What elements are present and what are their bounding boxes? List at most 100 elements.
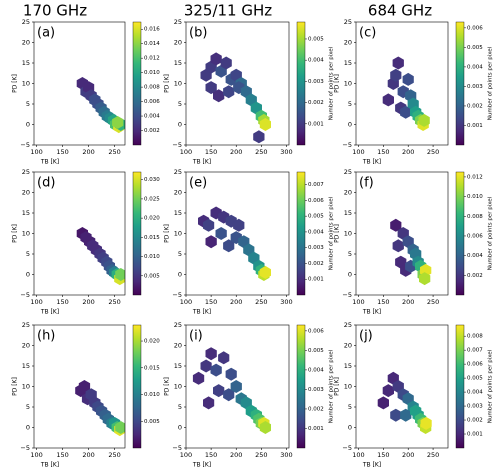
plot-area — [76, 227, 125, 286]
x-tick-label: 250 — [108, 451, 120, 459]
hexbin — [223, 85, 235, 99]
y-tick-label: 25 — [174, 321, 182, 329]
hexbin — [233, 218, 245, 232]
hexbin — [400, 105, 412, 119]
y-tick-label: 5 — [348, 403, 352, 411]
y-tick-label: 5 — [26, 403, 30, 411]
y-tick-label: 15 — [22, 209, 30, 217]
x-tick-label: 200 — [402, 148, 414, 156]
y-tick-label: 20 — [174, 189, 182, 197]
colorbar-tick-label: 0.004 — [467, 390, 483, 396]
hexbin — [115, 421, 125, 434]
plot-area — [200, 52, 271, 144]
x-axis-label: TB [K] — [362, 462, 381, 469]
y-tick-label: 15 — [344, 59, 352, 67]
y-tick-label: 5 — [348, 100, 352, 108]
x-axis-label: TB [K] — [192, 159, 211, 166]
y-tick-label: 10 — [344, 383, 352, 391]
colorbar-tick-label: 0.006 — [467, 362, 483, 368]
hexbin — [192, 371, 205, 385]
hexbin — [215, 227, 227, 240]
panel-label: (d) — [37, 176, 55, 191]
y-tick-label: −5 — [20, 291, 30, 299]
y-tick-label: −5 — [20, 444, 30, 452]
colorbar-tick-label: 0.012 — [144, 56, 160, 62]
colorbar-label: Number of points per pixel — [488, 349, 494, 423]
colorbar-tick-label: 0.005 — [308, 36, 324, 42]
hexbin — [205, 347, 217, 361]
panel-label: (e) — [189, 176, 207, 191]
y-tick-label: 10 — [344, 230, 352, 238]
x-tick-label: 200 — [82, 451, 94, 459]
y-tick-label: 20 — [174, 342, 182, 350]
y-tick-label: 15 — [344, 209, 352, 217]
colorbar-tick-label: 0.001 — [308, 277, 324, 283]
colorbar-tick-label: 0.006 — [308, 198, 324, 204]
plot-area — [198, 206, 271, 281]
colorbar-tick-label: 0.030 — [144, 177, 160, 183]
x-axis-label: TB [K] — [40, 462, 59, 469]
colorbar-label: Number of points per pixel — [329, 46, 335, 120]
plot-area — [390, 218, 432, 286]
x-tick-label: 250 — [255, 451, 267, 459]
y-tick-label: 20 — [22, 189, 30, 197]
colorbar-tick-label: 0.008 — [144, 85, 160, 91]
x-axis-label: TB [K] — [40, 309, 59, 316]
colorbar — [132, 171, 142, 296]
x-tick-label: 150 — [377, 451, 389, 459]
colorbar-tick-label: 0.002 — [467, 103, 483, 109]
y-tick-label: −5 — [342, 291, 352, 299]
colorbar-tick-label: 0.001 — [308, 426, 324, 432]
colorbar-tick-label: 0.010 — [467, 194, 483, 200]
y-axis-label: PD [K] — [164, 377, 171, 396]
hexbin — [200, 359, 212, 373]
colorbar-tick-label: 0.014 — [144, 41, 160, 47]
x-axis-label: TB [K] — [192, 309, 211, 316]
hexbin — [203, 396, 215, 410]
y-axis-label: PD [K] — [164, 74, 171, 93]
x-tick-label: 200 — [82, 298, 94, 306]
colorbar-tick-label: 0.004 — [308, 367, 324, 373]
x-axis-label: TB [K] — [192, 462, 211, 469]
y-tick-label: −5 — [172, 291, 182, 299]
colorbar-tick-label: 0.004 — [308, 229, 324, 235]
x-tick-label: 150 — [205, 148, 217, 156]
colorbar-tick-label: 0.006 — [308, 328, 324, 334]
hexbin — [115, 268, 125, 281]
hexbin — [382, 384, 394, 398]
y-tick-label: 25 — [174, 168, 182, 176]
y-tick-label: −5 — [172, 444, 182, 452]
hexbin — [392, 239, 404, 253]
hexbin — [253, 130, 265, 144]
colorbar-tick-label: 0.003 — [308, 245, 324, 251]
y-tick-label: 0 — [348, 271, 352, 279]
colorbar-tick-label: 0.002 — [308, 261, 324, 267]
y-tick-label: 15 — [174, 209, 182, 217]
y-tick-label: 15 — [174, 59, 182, 67]
column-title: 170 GHz — [23, 2, 87, 20]
x-tick-label: 150 — [205, 298, 217, 306]
y-axis-label: PD [K] — [164, 224, 171, 243]
colorbar-tick-label: 0.020 — [144, 216, 160, 222]
y-axis-label: PD [K] — [12, 74, 19, 93]
x-tick-label: 250 — [427, 148, 439, 156]
y-tick-label: −5 — [20, 141, 30, 149]
colorbar-tick-label: 0.007 — [467, 348, 483, 354]
plot-area — [382, 56, 430, 131]
colorbar-tick-label: 0.010 — [144, 254, 160, 260]
x-tick-label: 100 — [180, 451, 192, 459]
panel-label: (c) — [359, 26, 376, 41]
y-tick-label: 0 — [26, 121, 30, 129]
colorbar-tick-label: 0.003 — [308, 387, 324, 393]
y-axis-label: PD [K] — [334, 74, 341, 93]
colorbar-tick-label: 0.010 — [144, 70, 160, 76]
x-axis-label: TB [K] — [362, 159, 381, 166]
hexbin — [210, 363, 222, 377]
colorbar — [296, 324, 306, 449]
y-tick-label: −5 — [342, 444, 352, 452]
y-tick-label: 10 — [174, 80, 182, 88]
x-tick-label: 250 — [108, 148, 120, 156]
colorbar-tick-label: 0.016 — [144, 27, 160, 33]
plot-area — [192, 347, 271, 434]
